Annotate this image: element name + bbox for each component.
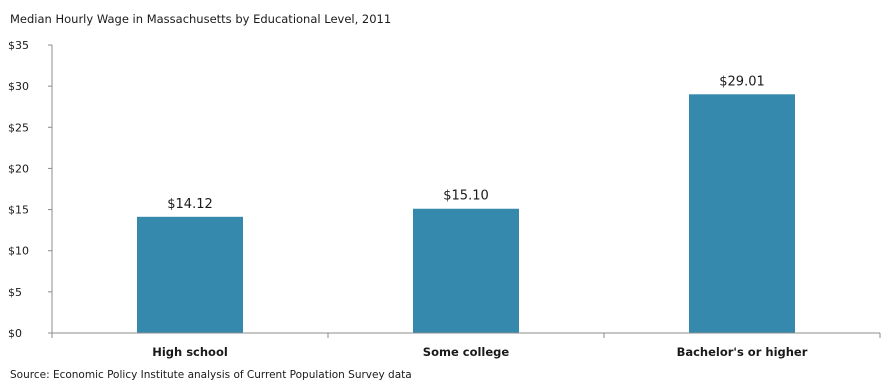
- y-tick-label: $10: [8, 245, 29, 258]
- bar: [413, 208, 519, 333]
- x-category-label: High school: [152, 345, 228, 359]
- y-tick-label: $20: [8, 162, 29, 175]
- data-label: $15.10: [443, 189, 489, 204]
- y-tick-label: $30: [8, 80, 29, 93]
- source-note: Source: Economic Policy Institute analys…: [10, 369, 412, 381]
- bar: [137, 216, 243, 333]
- x-category-label: Some college: [423, 345, 510, 359]
- y-tick-label: $0: [8, 327, 22, 340]
- chart-title: Median Hourly Wage in Massachusetts by E…: [10, 12, 392, 26]
- x-category-label: Bachelor's or higher: [677, 345, 808, 359]
- bars: $14.12 $15.10 $29.01: [137, 74, 795, 333]
- y-tick-label: $5: [8, 286, 22, 299]
- y-tick-label: $25: [8, 121, 29, 134]
- y-tick-label: $15: [8, 204, 29, 217]
- bar: [689, 94, 795, 333]
- data-label: $14.12: [167, 197, 213, 212]
- x-axis: High school Some college Bachelor's or hig…: [51, 332, 881, 359]
- y-axis: $0 $5 $10 $15 $20 $25 $30 $35: [8, 39, 53, 340]
- y-tick-label: $35: [8, 39, 29, 52]
- data-label: $29.01: [719, 74, 765, 89]
